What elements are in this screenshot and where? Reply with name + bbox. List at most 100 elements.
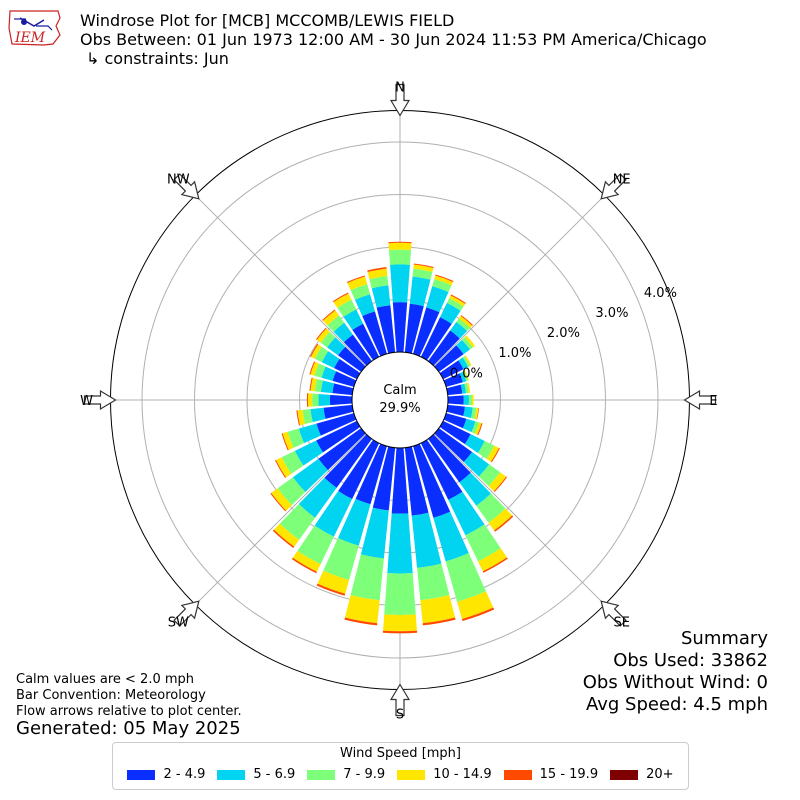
wind-bar-segment [307,393,313,407]
wind-bar-segment [312,393,319,407]
wind-bar-segment [420,595,456,624]
wind-bar-segment [294,440,323,466]
wind-bar-segment [310,407,326,423]
wind-bar-segment [352,323,380,361]
wind-bar-segment [445,552,486,602]
wind-bar-segment [322,310,340,326]
compass-label-s: S [396,708,404,723]
wind-bar-segment [343,334,372,366]
wind-bar-segment [476,493,506,523]
iem-logo-text: IEM [14,30,46,46]
calm-label: Calm [383,383,416,398]
wind-bar-segment [426,286,449,313]
wind-bar-segment [404,446,429,516]
wind-bar-segment [447,395,464,405]
wind-bar-segment [324,434,372,488]
wind-bar-segment [412,268,433,280]
wind-bar-segment [490,447,500,463]
wind-bar-segment [367,267,387,273]
radial-tick-label: 3.0% [595,306,628,321]
compass-arrow-s [389,683,411,717]
wind-bar-segment [382,630,418,634]
summary-avg-speed: Avg Speed: 4.5 mph [586,694,768,715]
wind-bar-segment [362,311,387,357]
wind-bar-segment [323,404,354,419]
wind-bar-segment [277,477,306,506]
wind-bar-segment [439,360,464,380]
wind-bar-segment [466,382,471,394]
legend-item: 20+ [610,767,674,782]
wind-bar-segment [387,513,413,574]
wind-bar-segment [477,423,483,436]
wind-bar-segment [428,434,471,483]
legend-item: 7 - 9.9 [307,767,385,782]
compass-arrow-n [389,83,411,117]
wind-bar-segment [309,377,313,391]
legend-swatch [217,769,246,780]
wind-bar-segment [297,525,334,565]
legend-items: 2 - 4.9 5 - 6.9 7 - 9.9 10 - 14.9 15 - 1… [113,767,688,782]
wind-bar-segment [461,607,495,621]
wind-bar-segment [459,472,491,506]
radial-tick-label: 4.0% [644,286,677,301]
title-line-2: Obs Between: 01 Jun 1973 12:00 AM - 30 J… [80,30,707,49]
wind-bar-segment [298,477,337,518]
generated-date: Generated: 05 May 2025 [16,718,241,739]
chart-notes: Calm values are < 2.0 mph Bar Convention… [16,672,242,720]
calm-circle [351,351,449,449]
wind-bar-segment [456,339,471,355]
wind-bar-segment [488,472,507,492]
summary-obs-without-wind: Obs Without Wind: 0 [582,672,768,693]
wind-bar-segment [440,302,461,324]
note-calm: Calm values are < 2.0 mph [16,672,195,687]
chart-title: Windrose Plot for [MCB] MCCOMB/LEWIS FIE… [80,11,707,68]
wind-bar-segment [318,428,366,471]
wind-bar-segment [443,413,467,429]
wind-bar-segment [450,321,468,339]
title-line-3: ↳ constraints: Jun [86,49,229,68]
wind-bar-segment [320,380,335,394]
compass-label-w: W [80,394,93,409]
wind-bar-segment [310,377,317,392]
wind-bar-segment [411,512,442,568]
legend-swatch [610,769,639,780]
wind-bar-segment [372,446,396,511]
wind-bar-segment [413,307,440,357]
radial-tick-labels: 0.0% 1.0% 2.0% 3.0% 4.0% [450,286,677,381]
wind-bar-segment [338,439,380,499]
wind-bar-segment [272,529,295,548]
legend-swatch [307,769,336,780]
wind-bar-segment [463,406,473,418]
wind-bar-segment [464,335,476,348]
legend-label: 15 - 19.9 [539,767,599,782]
wind-bar-segment [420,317,452,361]
wind-bar-segment [337,299,357,317]
wind-bar-segment [306,393,309,407]
legend-label: 7 - 9.9 [343,767,386,782]
wind-bar-segment [464,383,469,394]
wind-bar-segment [478,464,501,487]
wind-bar-segment [461,337,473,350]
wind-bar-segment [433,511,469,562]
wind-bar-segment [464,355,472,367]
wind-bar-segment [391,447,409,514]
summary-obs-used: Obs Used: 33862 [613,650,768,671]
wind-bar-segment [275,459,287,479]
wind-bar-segment [478,548,507,572]
wind-bar-segment [384,573,416,615]
wind-bar-segment [446,384,463,396]
wind-bar-segment [343,309,364,330]
wind-bar-segment [350,284,371,300]
calm-value: 29.9% [379,401,420,416]
wind-bar-segment [450,294,466,304]
iem-logo: IEM [8,10,61,46]
wind-bar-segment [310,361,319,376]
radial-tick-label: 0.0% [450,366,483,381]
wind-bar-segment [332,383,354,396]
wind-bar-segment [460,315,473,326]
wind-bar-segment [318,394,331,406]
wind-bar-segment [460,383,467,394]
wind-bar-segment [332,371,357,387]
compass-arrow-se [600,600,627,627]
wind-bar-segment [474,407,479,420]
